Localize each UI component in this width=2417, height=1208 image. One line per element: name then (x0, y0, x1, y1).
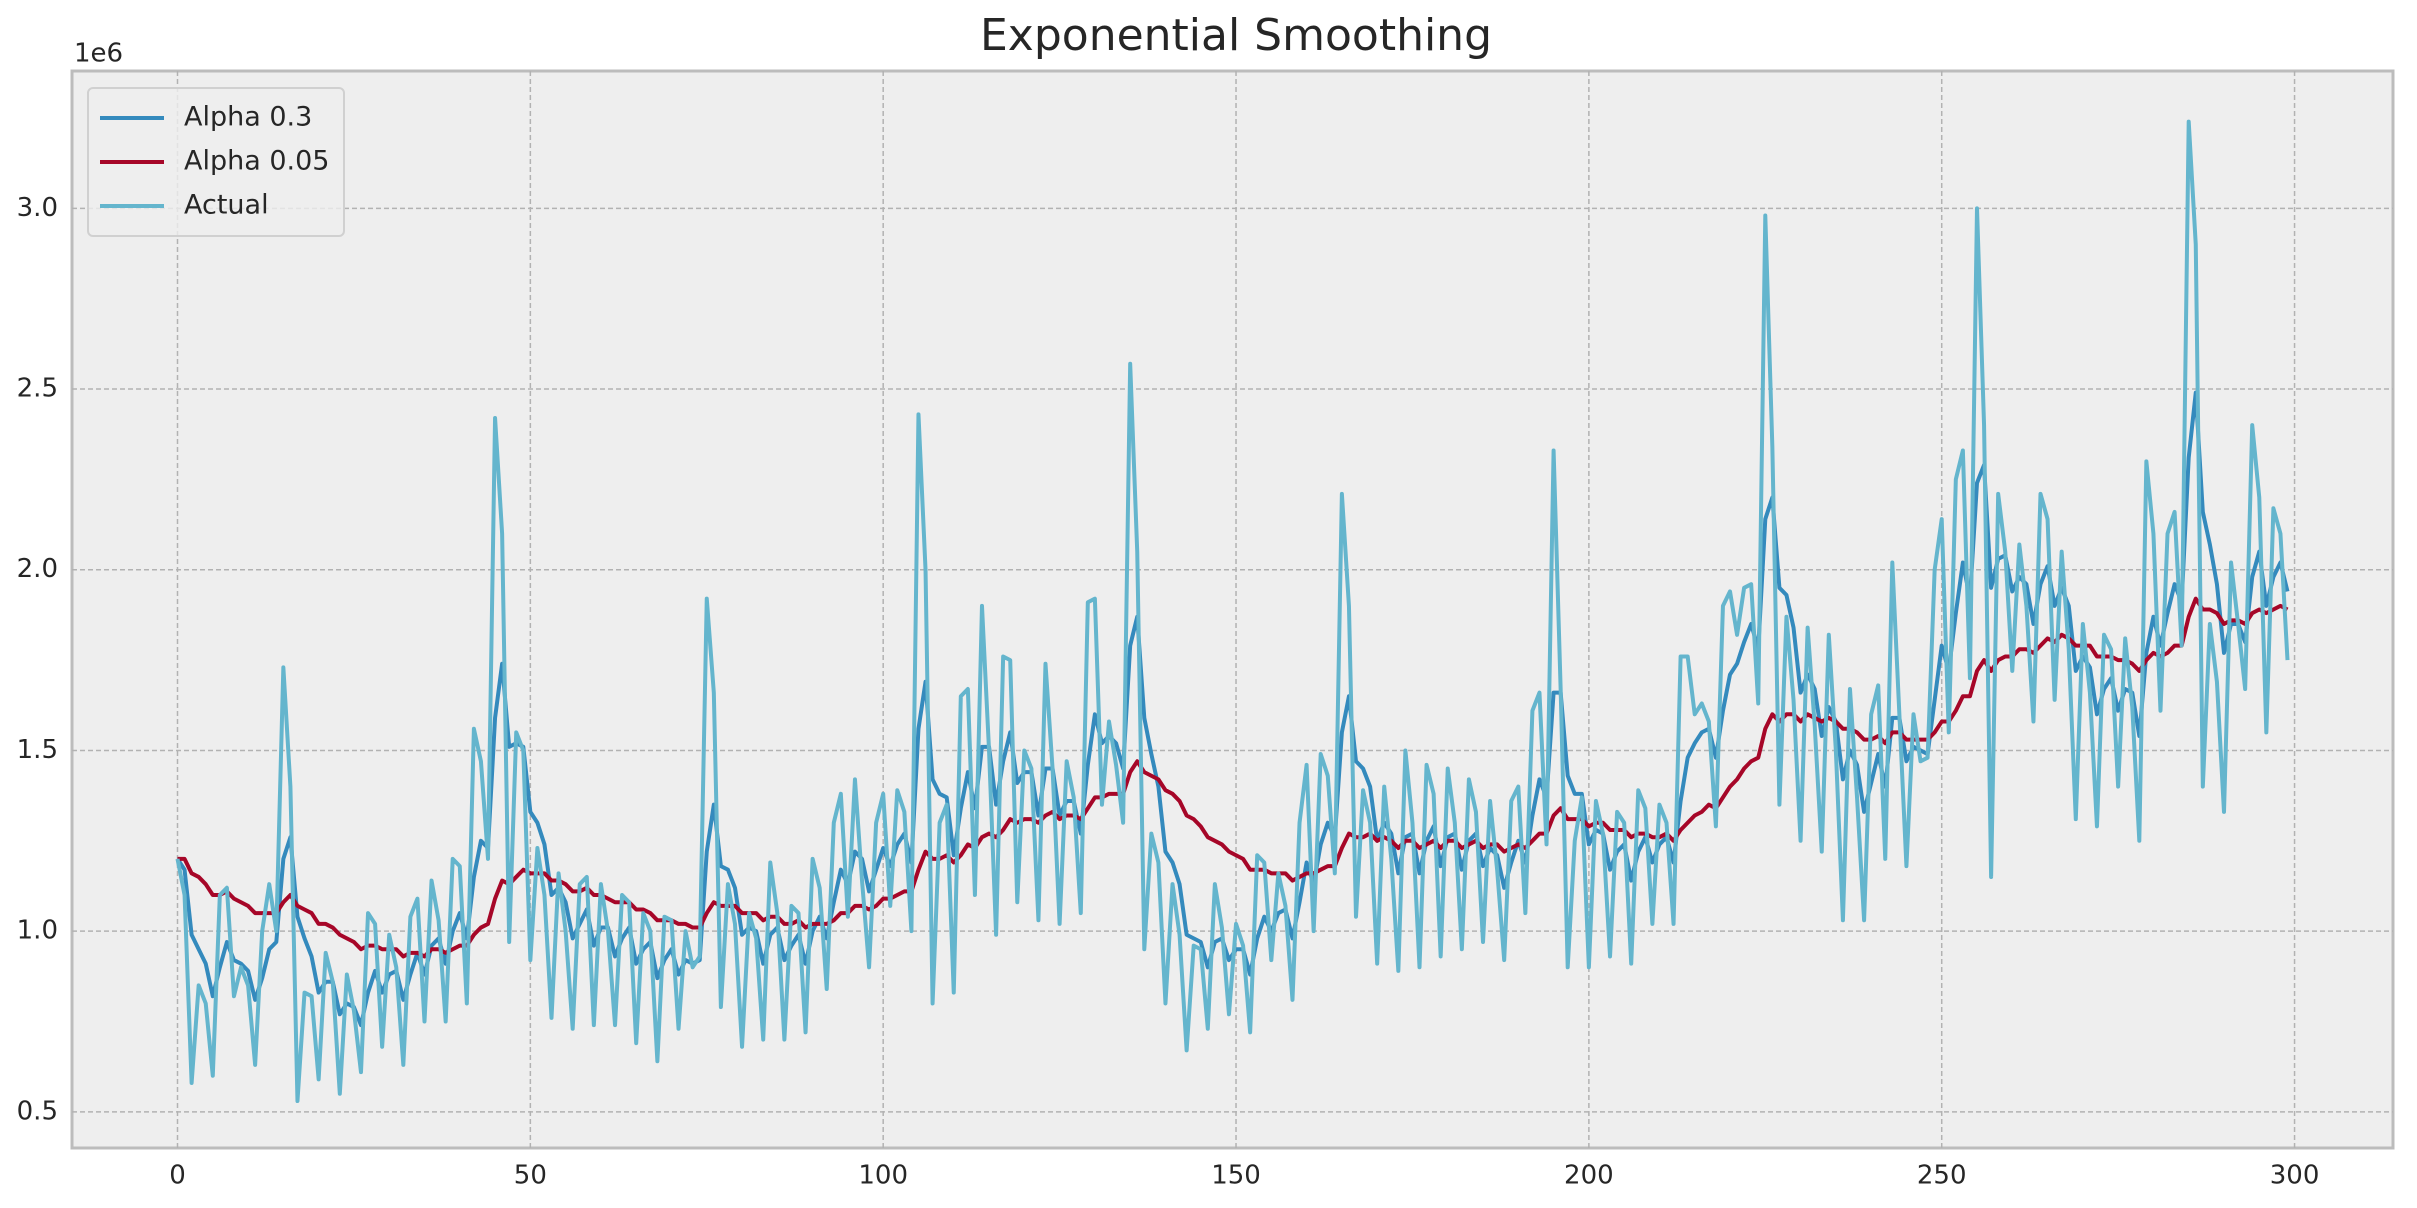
y-tick-label: 3.0 (17, 193, 58, 223)
y-tick-label: 0.5 (17, 1096, 58, 1126)
x-tick-label: 150 (1211, 1161, 1261, 1191)
legend: Alpha 0.3 Alpha 0.05 Actual (87, 87, 345, 237)
x-tick-label: 50 (514, 1161, 547, 1191)
y-tick-label: 2.5 (17, 374, 58, 404)
series-line (175, 119, 2290, 1104)
x-tick-label: 200 (1564, 1161, 1614, 1191)
chart-title: Exponential Smoothing (980, 10, 1492, 61)
x-tick-label: 250 (1917, 1161, 1967, 1191)
legend-label: Actual (184, 190, 269, 221)
x-tick-label: 100 (858, 1161, 908, 1191)
lines (175, 119, 2290, 1104)
grid (72, 71, 2393, 1148)
y-tick-label: 2.0 (17, 554, 58, 584)
legend-box (87, 87, 345, 237)
legend-label: Alpha 0.3 (184, 102, 312, 133)
legend-label: Alpha 0.05 (184, 146, 329, 177)
x-tick-label: 300 (2270, 1161, 2320, 1191)
y-tick-label: 1.5 (17, 735, 58, 765)
y-offset-label: 1e6 (74, 39, 123, 69)
y-tick-label: 1.0 (17, 916, 58, 946)
x-tick-label: 0 (169, 1161, 186, 1191)
